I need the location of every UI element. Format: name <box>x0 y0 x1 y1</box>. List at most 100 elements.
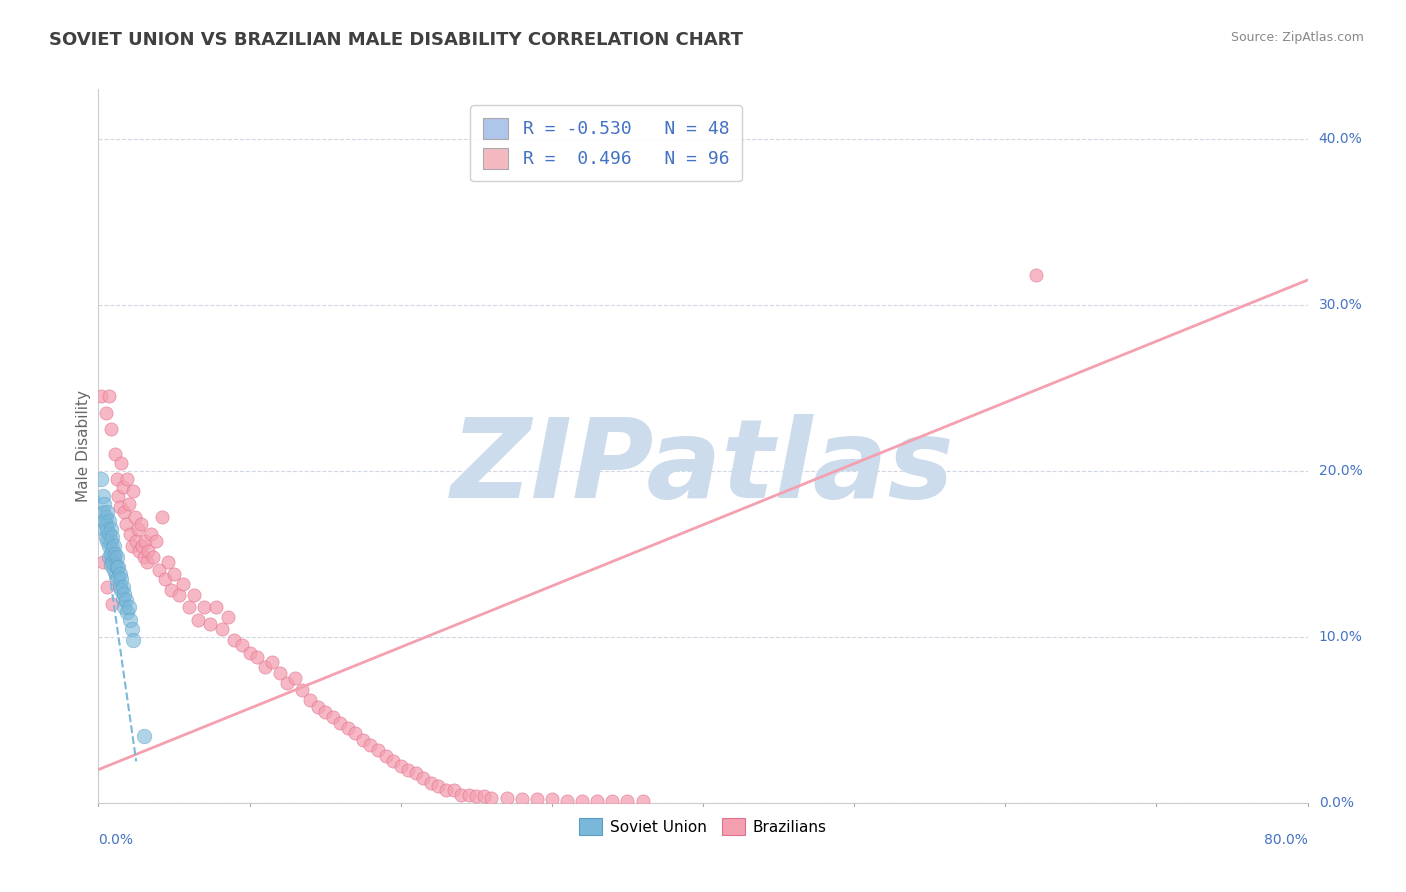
Point <box>179 599 201 614</box>
Point <box>105 572 128 586</box>
Point <box>112 599 135 614</box>
Y-axis label: Male Disability: Male Disability <box>76 390 91 502</box>
Point <box>396 763 419 777</box>
Point <box>167 588 190 602</box>
Point <box>122 483 145 498</box>
Point <box>100 547 122 561</box>
Point <box>118 599 141 614</box>
Point <box>100 522 122 536</box>
Point <box>443 782 465 797</box>
Point <box>495 790 517 805</box>
Point <box>205 599 228 614</box>
Point <box>94 530 117 544</box>
Point <box>510 792 533 806</box>
Point <box>329 716 352 731</box>
Point <box>135 555 157 569</box>
Point <box>98 539 121 553</box>
Point <box>307 699 329 714</box>
Point <box>374 749 396 764</box>
Point <box>91 489 114 503</box>
Point <box>125 533 148 548</box>
Point <box>1024 268 1046 282</box>
Point <box>91 555 114 569</box>
Point <box>291 682 314 697</box>
Point <box>98 527 121 541</box>
Point <box>120 613 142 627</box>
Point <box>94 510 117 524</box>
Point <box>239 647 262 661</box>
Point <box>105 560 128 574</box>
Text: 40.0%: 40.0% <box>1319 132 1362 146</box>
Point <box>127 522 149 536</box>
Point <box>360 738 382 752</box>
Point <box>101 541 124 556</box>
Point <box>118 497 141 511</box>
Point <box>112 505 135 519</box>
Point <box>526 792 548 806</box>
Point <box>107 570 129 584</box>
Point <box>450 788 472 802</box>
Point <box>163 566 186 581</box>
Point <box>262 655 284 669</box>
Point <box>96 505 118 519</box>
Point <box>153 572 176 586</box>
Point <box>100 533 122 548</box>
Point <box>120 527 142 541</box>
Point <box>145 533 167 548</box>
Point <box>103 550 125 565</box>
Point <box>105 550 128 565</box>
Point <box>156 555 179 569</box>
Point <box>183 588 205 602</box>
Point <box>284 671 307 685</box>
Point <box>114 516 136 531</box>
Point <box>616 794 638 808</box>
Point <box>90 472 112 486</box>
Point <box>115 472 138 486</box>
Point <box>101 597 124 611</box>
Point <box>481 790 503 805</box>
Point <box>217 610 239 624</box>
Point <box>108 580 131 594</box>
Point <box>412 771 434 785</box>
Text: 10.0%: 10.0% <box>1319 630 1362 644</box>
Text: ZIPatlas: ZIPatlas <box>451 414 955 521</box>
Point <box>336 721 359 735</box>
Point <box>136 543 159 558</box>
Point <box>172 576 194 591</box>
Point <box>405 766 427 780</box>
Point <box>104 447 127 461</box>
Point <box>211 622 233 636</box>
Point <box>104 558 127 573</box>
Point <box>91 505 114 519</box>
Point <box>434 782 457 797</box>
Point <box>112 587 135 601</box>
Point <box>104 547 127 561</box>
Point <box>193 599 215 614</box>
Text: 30.0%: 30.0% <box>1319 298 1362 312</box>
Point <box>103 539 125 553</box>
Point <box>131 539 153 553</box>
Point <box>269 666 291 681</box>
Point <box>93 514 115 528</box>
Point <box>253 659 276 673</box>
Point <box>110 572 132 586</box>
Point <box>141 527 163 541</box>
Point <box>96 522 118 536</box>
Point <box>128 543 150 558</box>
Point <box>94 516 117 531</box>
Point <box>96 580 118 594</box>
Point <box>98 550 121 565</box>
Text: 20.0%: 20.0% <box>1319 464 1362 478</box>
Point <box>200 616 222 631</box>
Point <box>382 754 405 768</box>
Point <box>367 742 389 756</box>
Point <box>314 705 336 719</box>
Point <box>90 389 112 403</box>
Point <box>98 514 121 528</box>
Point <box>457 788 479 802</box>
Point <box>132 730 155 744</box>
Point <box>571 794 593 808</box>
Point <box>631 794 654 808</box>
Point <box>105 472 128 486</box>
Point <box>224 633 246 648</box>
